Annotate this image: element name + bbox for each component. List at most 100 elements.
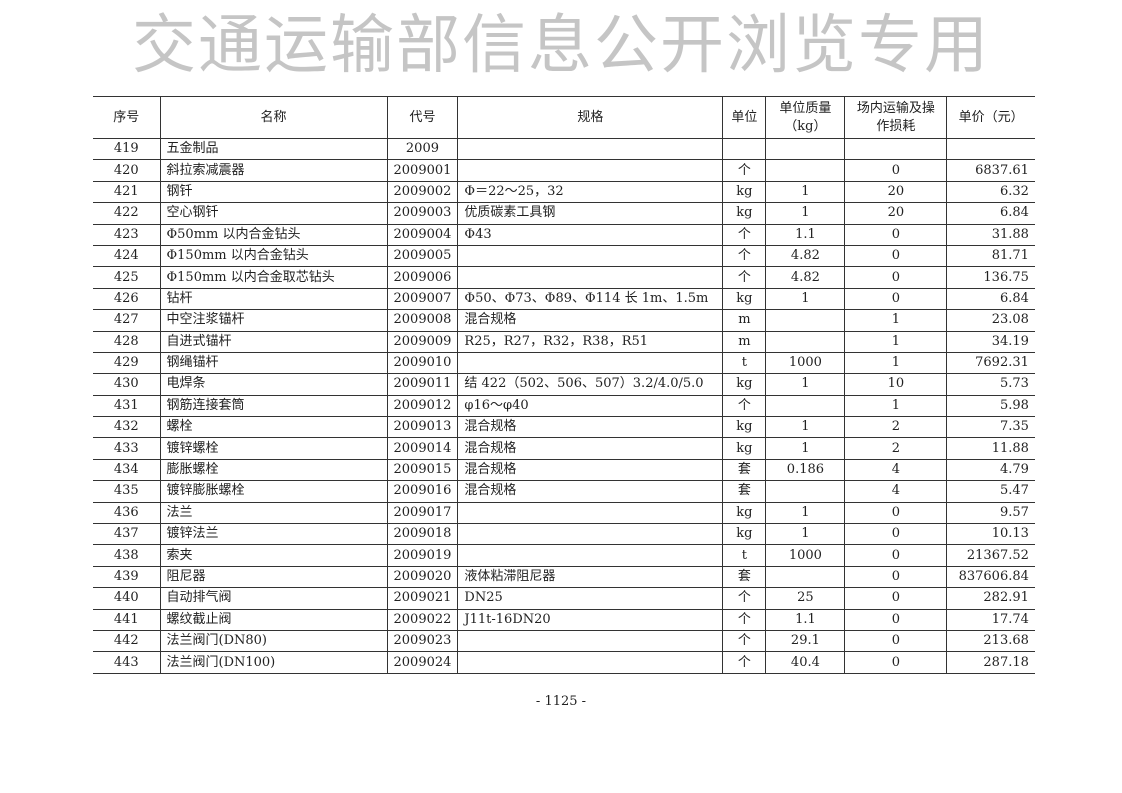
cell-name: Φ50mm 以内合金钻头 [159,223,388,246]
cell-unit: kg [722,180,767,204]
cell-index: 423 [93,223,161,246]
cell-index: 434 [93,458,161,482]
cell-index: 433 [93,437,161,460]
cell-loss: 0 [844,501,948,525]
cell-price: 5.73 [946,373,1035,396]
cell-loss: 2 [844,416,948,439]
cell-loss: 0 [844,244,948,268]
cell-unit-mass: 1 [765,416,846,439]
cell-name: 阻尼器 [159,565,388,589]
cell-code: 2009 [386,137,459,161]
cell-spec: R25，R27，R32，R38，R51 [457,330,724,353]
cell-price: 31.88 [946,223,1035,246]
table-row: 441 螺纹截止阀 2009022 J11t-16DN20 个 1.1 0 17.74 [93,608,1035,631]
cell-price: 837606.84 [946,565,1035,589]
cell-name: 中空注浆锚杆 [159,309,388,332]
cell-price: 6.84 [946,202,1035,225]
header-code: 代号 [386,96,459,139]
cell-unit: 套 [722,565,767,589]
cell-loss: 1 [844,351,948,375]
cell-index: 431 [93,394,161,418]
cell-price: 11.88 [946,437,1035,460]
header-unit-mass: 单位质量（kg） [765,96,846,139]
cell-unit-mass: 4.82 [765,244,846,268]
cell-spec [457,137,724,161]
cell-loss: 20 [844,202,948,225]
cell-code: 2009011 [386,373,459,396]
cell-unit: 套 [722,480,767,503]
cell-price [946,137,1035,161]
table-row: 420 斜拉索减震器 2009001 个 0 6837.61 [93,159,1035,182]
table-row: 433 镀锌螺栓 2009014 混合规格 kg 1 2 11.88 [93,437,1035,460]
cell-name: 斜拉索减震器 [159,159,388,182]
cell-unit-mass [765,309,846,332]
cell-unit-mass: 1 [765,202,846,225]
cell-unit-mass: 25 [765,587,846,610]
header-spec: 规格 [457,96,724,139]
cell-name: 法兰阀门(DN100) [159,651,388,674]
cell-code: 2009001 [386,159,459,182]
cell-unit-mass: 29.1 [765,629,846,653]
cell-spec: φ16～φ40 [457,394,724,418]
cell-code: 2009009 [386,330,459,353]
cell-name: 镀锌螺栓 [159,437,388,460]
table-row: 429 钢绳锚杆 2009010 t 1000 1 7692.31 [93,351,1035,375]
table-header-row: 序号 名称 代号 规格 单位 单位质量（kg） 场内运输及操作损耗 单价（元） [93,96,1035,139]
cell-index: 419 [93,137,161,161]
cell-price: 21367.52 [946,544,1035,567]
cell-index: 420 [93,159,161,182]
cell-price: 7692.31 [946,351,1035,375]
cell-spec: J11t-16DN20 [457,608,724,631]
cell-name: 索夹 [159,544,388,567]
cell-name: Φ150mm 以内合金钻头 [159,244,388,268]
table-row: 434 膨胀螺栓 2009015 混合规格套 0.186 4 4.79 [93,458,1035,482]
cell-unit: 个 [722,223,767,246]
cell-index: 427 [93,309,161,332]
cell-price: 17.74 [946,608,1035,631]
cell-unit: m [722,330,767,353]
cell-unit-mass: 40.4 [765,651,846,674]
cell-spec [457,651,724,674]
cell-name: 膨胀螺栓 [159,458,388,482]
cell-unit-mass: 1.1 [765,223,846,246]
cell-unit: kg [722,437,767,460]
cell-index: 426 [93,287,161,311]
cell-unit: kg [722,501,767,525]
cell-spec [457,159,724,182]
cell-code: 2009002 [386,180,459,204]
cell-unit-mass: 1000 [765,544,846,567]
cell-loss: 1 [844,330,948,353]
cell-code: 2009014 [386,437,459,460]
cell-unit: m [722,309,767,332]
cell-name: 法兰 [159,501,388,525]
cell-code: 2009012 [386,394,459,418]
cell-code: 2009021 [386,587,459,610]
cell-index: 441 [93,608,161,631]
cell-spec: Φ＝22～25，32 [457,180,724,204]
header-index: 序号 [93,96,161,139]
table-row: 426 钻杆 2009007 Φ50、Φ73、Φ89、Φ114 长 1m、1.5m kg… [93,287,1035,311]
cell-unit-mass: 1 [765,523,846,546]
table-row: 439 阻尼器 2009020 液体粘滞阻尼器套 0 837606.84 [93,565,1035,589]
cell-spec [457,544,724,567]
cell-spec: 优质碳素工具钢 [457,202,724,225]
cell-name: 空心钢钎 [159,202,388,225]
cell-unit: 个 [722,587,767,610]
cell-code: 2009005 [386,244,459,268]
cell-code: 2009006 [386,266,459,289]
table-row: 437 镀锌法兰 2009018 kg 1 0 10.13 [93,523,1035,546]
table-row: 442 法兰阀门(DN80) 2009023 个 29.1 0 213.68 [93,629,1035,653]
table-row: 432 螺栓 2009013 混合规格 kg 1 2 7.35 [93,416,1035,439]
table-row: 421 钢钎 2009002 Φ＝22～25，32 kg 1 20 6.32 [93,180,1035,204]
cell-unit-mass [765,480,846,503]
cell-unit: t [722,351,767,375]
cell-unit-mass: 1 [765,287,846,311]
cell-index: 443 [93,651,161,674]
cell-loss: 0 [844,159,948,182]
cell-name: 螺栓 [159,416,388,439]
cell-unit-mass: 4.82 [765,266,846,289]
cell-unit: kg [722,523,767,546]
cell-spec [457,266,724,289]
cell-index: 442 [93,629,161,653]
cell-code: 2009022 [386,608,459,631]
